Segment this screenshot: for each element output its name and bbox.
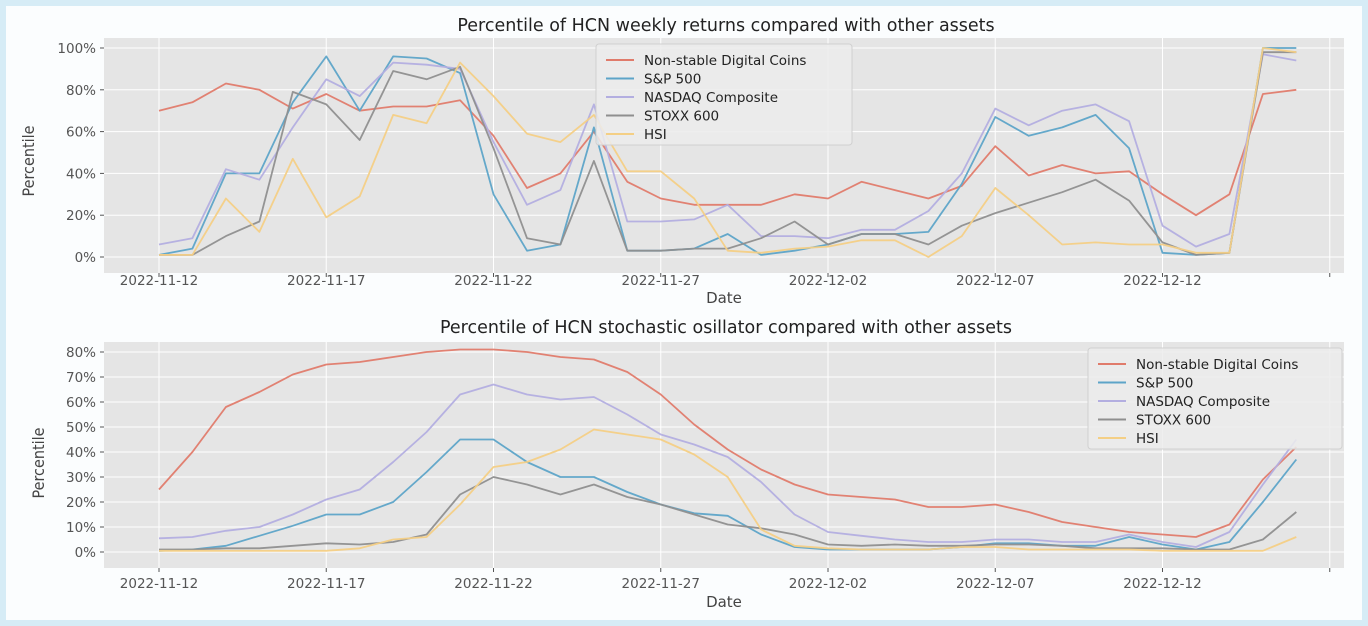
x-tick-label: 2022-11-17	[287, 273, 365, 289]
x-tick-label: 2022-11-22	[454, 273, 532, 289]
y-tick-label: 40%	[66, 166, 96, 182]
x-tick-label: 2022-11-27	[622, 576, 700, 592]
legend-label: STOXX 600	[644, 109, 719, 125]
x-tick-label: 2022-12-02	[789, 576, 867, 592]
y-tick-label: 70%	[66, 370, 96, 386]
x-tick-label: 2022-12-12	[1123, 273, 1201, 289]
x-tick-label: 2022-11-12	[120, 576, 198, 592]
y-tick-label: 80%	[66, 83, 96, 99]
chart-title: Percentile of HCN weekly returns compare…	[457, 16, 994, 36]
x-tick-label: 2022-12-02	[789, 273, 867, 289]
x-axis-label: Date	[706, 593, 742, 611]
legend-label: S&P 500	[644, 72, 701, 88]
legend-label: HSI	[1136, 431, 1159, 447]
x-tick-label: 2022-11-17	[287, 576, 365, 592]
x-tick-label: 2022-12-07	[956, 273, 1034, 289]
figure-canvas: Percentile of HCN weekly returns compare…	[19, 16, 1344, 611]
legend-label: NASDAQ Composite	[1136, 394, 1270, 410]
y-tick-label: 30%	[66, 470, 96, 486]
series-line-hsi	[159, 47, 1297, 258]
y-tick-label: 20%	[66, 208, 96, 224]
x-axis-label: Date	[706, 289, 742, 307]
series-line-stoxx-600	[159, 51, 1297, 256]
chart-stochastic-oscillator: Percentile of HCN stochastic osillator c…	[29, 318, 1344, 611]
legend-box	[1087, 347, 1343, 450]
y-tick-label: 60%	[66, 125, 96, 141]
legend-label: Non-stable Digital Coins	[644, 53, 806, 69]
chart-weekly-returns: Percentile of HCN weekly returns compare…	[19, 16, 1344, 307]
legend-label: NASDAQ Composite	[644, 90, 778, 106]
legend-label: HSI	[644, 127, 667, 143]
y-tick-label: 80%	[66, 345, 96, 361]
y-tick-label: 10%	[66, 520, 96, 536]
legend: Non-stable Digital Coins S&P 500 NASDAQ Co…	[1087, 347, 1343, 450]
legend-label: Non-stable Digital Coins	[1136, 357, 1298, 373]
figure-frame: Percentile of HCN weekly returns compare…	[6, 6, 1362, 620]
x-tick-label: 2022-11-12	[120, 273, 198, 289]
y-tick-label: 100%	[57, 41, 96, 57]
series-line-stoxx-600	[159, 476, 1297, 551]
chart-title: Percentile of HCN stochastic osillator c…	[440, 318, 1012, 338]
y-tick-label: 0%	[75, 545, 97, 561]
series-line-non-stable-digital-coins	[158, 348, 1297, 538]
series-line-sandp-500	[158, 438, 1298, 552]
y-tick-label: 60%	[66, 395, 96, 411]
y-tick-label: 20%	[66, 495, 96, 511]
x-tick-label: 2022-12-07	[956, 576, 1034, 592]
legend-label: STOXX 600	[1136, 413, 1211, 429]
y-tick-label: 50%	[66, 420, 96, 436]
x-tick-label: 2022-11-27	[622, 273, 700, 289]
x-tick-label: 2022-12-12	[1123, 576, 1201, 592]
y-tick-label: 0%	[75, 250, 97, 266]
x-tick-label: 2022-11-22	[454, 576, 532, 592]
series-line-nasdaq-composite	[158, 53, 1297, 248]
y-axis-label: Percentile	[19, 125, 38, 196]
series-line-sandp-500	[158, 47, 1297, 256]
series-line-nasdaq-composite	[158, 383, 1298, 548]
y-tick-label: 40%	[66, 445, 96, 461]
legend-box	[595, 43, 853, 146]
series-line-hsi	[159, 428, 1297, 552]
y-axis-label: Percentile	[29, 427, 48, 498]
legend: Non-stable Digital Coins S&P 500 NASDAQ Co…	[595, 43, 853, 146]
legend-label: S&P 500	[1136, 376, 1193, 392]
